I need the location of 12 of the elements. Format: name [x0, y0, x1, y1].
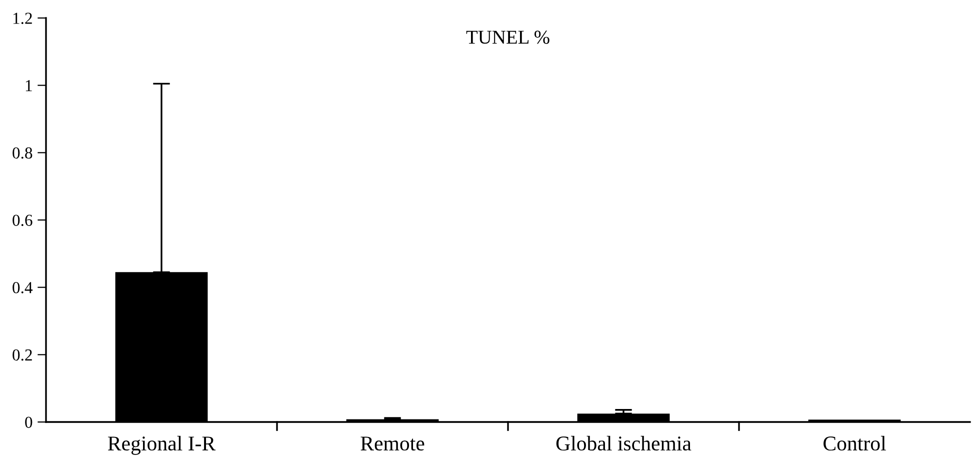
chart-title: TUNEL % — [466, 30, 550, 44]
x-tick-label: Global ischemia — [556, 436, 692, 451]
y-tick-label: 1.2 — [13, 12, 32, 24]
y-tick-label: 0.8 — [12, 147, 32, 159]
x-tick-label: Regional I-R — [108, 436, 216, 455]
y-tick-label: 0.6 — [12, 214, 32, 226]
x-tick-label: Control — [824, 436, 886, 451]
y-tick-label: 0 — [25, 416, 32, 428]
y-tick-label: 1 — [26, 80, 32, 92]
y-tick-label: 0.4 — [12, 282, 33, 294]
y-tick-label: 0.2 — [12, 349, 32, 361]
x-tick-label: Remote — [360, 436, 424, 451]
